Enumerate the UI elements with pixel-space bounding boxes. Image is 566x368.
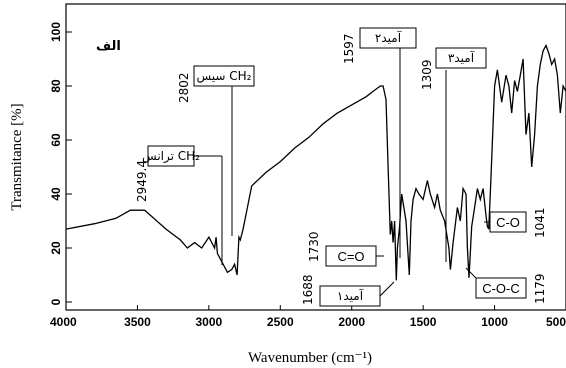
annotation-c-o: C-O 1041 — [484, 207, 547, 238]
annotation-wavenumber: 2949.4 — [135, 160, 149, 202]
annotation-wavenumber: 1179 — [533, 273, 547, 304]
annotation-amide-3: آمید٣ 1309 — [420, 47, 487, 262]
y-tick-label: 100 — [49, 22, 63, 42]
x-axis: 4000 3500 3000 2500 2000 1500 1000 500 — [50, 305, 566, 329]
annotation-wavenumber: 1041 — [533, 207, 547, 238]
annotation-carbonyl: C=O 1730 — [307, 231, 384, 267]
x-tick-label: 4000 — [50, 315, 77, 329]
annotation-trans-ch2: ترانس CH₂ 2949.4 — [135, 145, 223, 265]
spectrum-line — [65, 43, 566, 281]
annotation-label: ترانس CH₂ — [142, 149, 200, 164]
y-tick-label: 80 — [49, 79, 63, 93]
annotation-label: C-O-C — [482, 281, 520, 296]
y-tick-label: 40 — [49, 187, 63, 201]
annotation-label: C=O — [337, 249, 364, 264]
x-axis-title: Wavenumber (cm⁻¹) — [248, 350, 372, 366]
annotation-label: آمید٣ — [448, 50, 475, 65]
x-tick-label: 1000 — [481, 315, 508, 329]
y-axis: 0 20 40 60 80 100 — [49, 22, 72, 305]
x-tick-label: 1500 — [410, 315, 437, 329]
annotation-amide-1: آمید١ 1688 — [301, 274, 395, 307]
x-tick-label: 2500 — [267, 315, 294, 329]
annotation-wavenumber: 2802 — [177, 72, 191, 103]
panel-label: الف — [96, 39, 121, 54]
y-tick-label: 0 — [49, 298, 63, 305]
annotation-wavenumber: 1730 — [307, 231, 321, 262]
annotation-label: آمید٢ — [375, 30, 402, 45]
annotation-c-o-c: C-O-C 1179 — [465, 267, 547, 304]
annotation-wavenumber: 1309 — [420, 59, 434, 90]
x-tick-label: 500 — [546, 315, 566, 329]
y-tick-label: 60 — [49, 133, 63, 147]
plot-area — [65, 3, 566, 311]
annotation-wavenumber: 1597 — [342, 33, 356, 64]
x-tick-label: 2000 — [338, 315, 365, 329]
annotation-label: C-O — [496, 215, 520, 230]
y-tick-label: 20 — [49, 241, 63, 255]
annotation-label: سیس CH₂ — [196, 69, 251, 84]
annotation-label: آمید١ — [337, 288, 364, 303]
annotation-amide-2: آمید٢ 1597 — [342, 27, 417, 258]
x-tick-label: 3500 — [124, 315, 151, 329]
y-axis-title: Transmitance [%] — [9, 103, 25, 210]
x-tick-label: 3000 — [196, 315, 223, 329]
annotation-cis-ch2: سیس CH₂ 2802 — [177, 65, 255, 236]
annotation-wavenumber: 1688 — [301, 274, 315, 305]
